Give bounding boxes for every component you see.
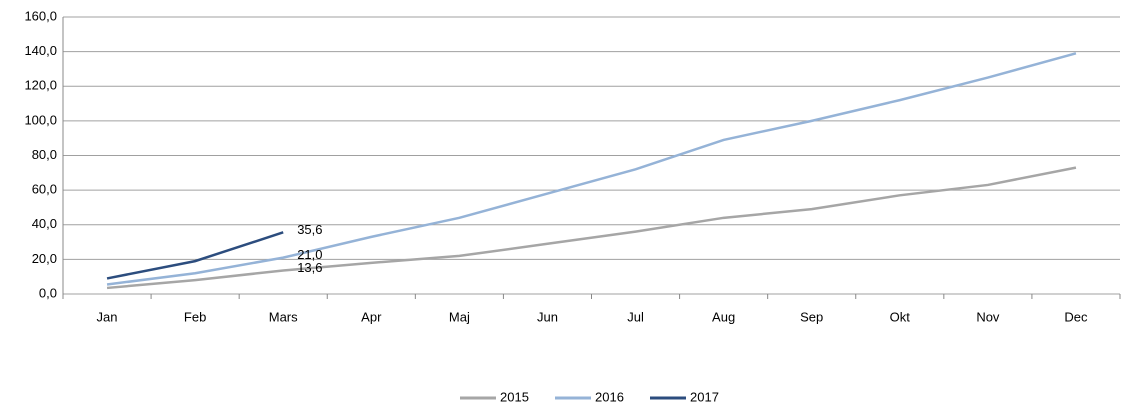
y-tick-label: 140,0 <box>24 43 57 58</box>
y-tick-label: 160,0 <box>24 8 57 23</box>
x-tick-label: Aug <box>712 309 735 324</box>
x-tick-label: Maj <box>449 309 470 324</box>
x-tick-label: Nov <box>976 309 1000 324</box>
y-tick-label: 100,0 <box>24 112 57 127</box>
x-tick-label: Sep <box>800 309 823 324</box>
data-label: 35,6 <box>297 222 322 237</box>
x-tick-label: Feb <box>184 309 206 324</box>
x-tick-label: Jan <box>97 309 118 324</box>
y-tick-label: 20,0 <box>32 251 57 266</box>
y-tick-label: 60,0 <box>32 182 57 197</box>
x-tick-label: Okt <box>890 309 911 324</box>
x-tick-label: Jul <box>627 309 644 324</box>
legend-label: 2015 <box>500 389 529 404</box>
y-tick-label: 80,0 <box>32 147 57 162</box>
line <box>106 166 1077 290</box>
y-tick-label: 120,0 <box>24 78 57 93</box>
line <box>106 52 1077 286</box>
x-tick-label: Mars <box>269 309 298 324</box>
data-label: 21,0 <box>297 247 322 262</box>
x-tick-label: Apr <box>361 309 382 324</box>
legend-label: 2016 <box>595 389 624 404</box>
y-tick-label: 40,0 <box>32 216 57 231</box>
legend-label: 2017 <box>690 389 719 404</box>
x-tick-label: Jun <box>537 309 558 324</box>
x-tick-label: Dec <box>1064 309 1088 324</box>
y-tick-label: 0,0 <box>39 285 57 300</box>
line <box>106 231 284 280</box>
data-label: 13,6 <box>297 260 322 275</box>
